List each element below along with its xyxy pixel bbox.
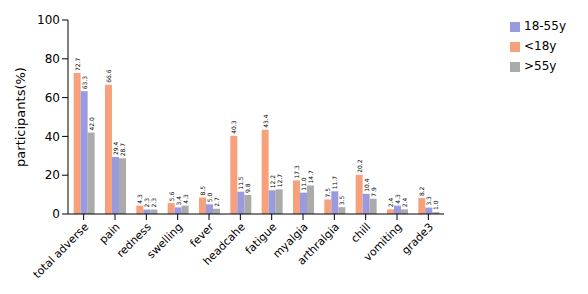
svg-text:swelling: swelling [145,220,186,261]
svg-text:7.5: 7.5 [324,188,331,198]
svg-text:8.5: 8.5 [199,186,206,196]
svg-text:2.3: 2.3 [150,198,157,208]
html-text:<18y: <18y [524,39,557,53]
svg-text:3.4: 3.4 [175,196,182,206]
svg-text:participants(%): participants(%) [13,67,28,167]
svg-text:3.3: 3.3 [425,196,432,206]
svg-text:headcahe: headcahe [201,220,249,268]
svg-text:12.2: 12.2 [269,175,276,189]
svg-text:60: 60 [45,91,60,105]
svg-text:17.3: 17.3 [293,165,300,179]
html-text:18-55y: 18-55y [524,19,566,33]
svg-text:66.6: 66.6 [105,69,112,83]
svg-text:8.2: 8.2 [418,186,425,196]
svg-text:7.9: 7.9 [370,187,377,197]
svg-text:2.4: 2.4 [401,198,408,208]
svg-text:fever: fever [187,220,217,250]
svg-text:4.3: 4.3 [394,194,401,204]
svg-text:43.4: 43.4 [262,114,269,128]
svg-text:10.4: 10.4 [363,178,370,192]
svg-text:12.7: 12.7 [276,174,283,188]
svg-text:grade3: grade3 [399,220,436,257]
svg-text:4.3: 4.3 [136,194,143,204]
svg-text:72.7: 72.7 [74,57,81,71]
svg-text:fatigue: fatigue [242,220,280,257]
svg-text:5.0: 5.0 [206,193,213,203]
svg-text:redness: redness [114,220,154,261]
svg-text:2.3: 2.3 [143,198,150,208]
html-text:>55y: >55y [524,59,557,73]
svg-text:29.4: 29.4 [112,141,119,155]
svg-text:20.2: 20.2 [356,159,363,173]
svg-text:14.7: 14.7 [307,170,314,184]
svg-text:100: 100 [37,13,60,27]
svg-text:vomiting: vomiting [361,220,404,263]
svg-text:2.4: 2.4 [387,198,394,208]
svg-text:0: 0 [52,207,60,221]
svg-text:arthralgia: arthralgia [295,220,342,267]
svg-text:chill: chill [348,220,373,245]
svg-text:1.0: 1.0 [432,200,439,210]
svg-text:9.8: 9.8 [244,183,251,193]
svg-text:11.5: 11.5 [237,176,244,190]
svg-text:4.3: 4.3 [182,194,189,204]
svg-text:5.6: 5.6 [168,191,175,201]
svg-text:11.7: 11.7 [331,176,338,190]
svg-text:total adverse: total adverse [31,220,92,281]
svg-text:42.0: 42.0 [88,117,95,131]
svg-text:40.3: 40.3 [230,120,237,134]
svg-text:3.5: 3.5 [338,195,345,205]
svg-text:20: 20 [45,168,60,182]
svg-text:63.3: 63.3 [81,76,88,90]
svg-text:2.7: 2.7 [213,197,220,207]
svg-text:myalgia: myalgia [270,220,311,261]
svg-text:11.0: 11.0 [300,177,307,191]
svg-text:pain: pain [97,220,123,246]
svg-text:28.7: 28.7 [119,143,126,157]
svg-text:40: 40 [45,130,60,144]
svg-text:80: 80 [45,52,60,66]
